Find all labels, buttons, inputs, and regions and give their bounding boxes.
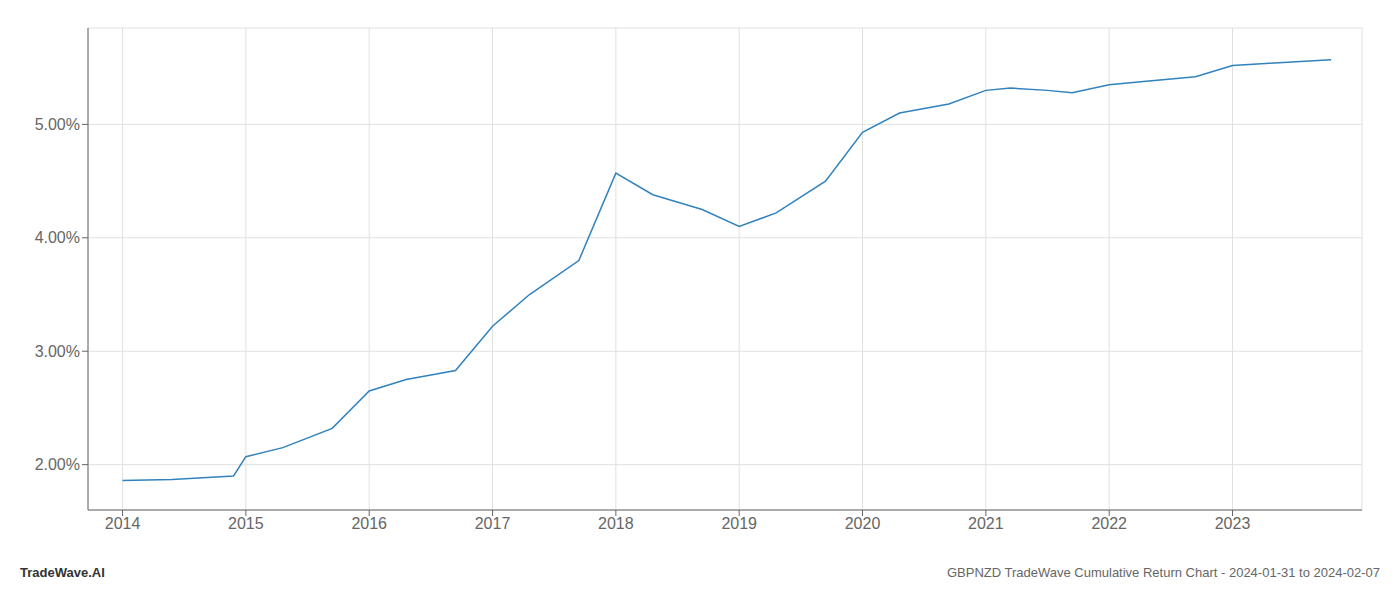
svg-text:5.00%: 5.00% xyxy=(35,116,80,133)
svg-text:2022: 2022 xyxy=(1091,515,1127,532)
svg-text:2018: 2018 xyxy=(598,515,634,532)
svg-text:2021: 2021 xyxy=(968,515,1004,532)
svg-text:2020: 2020 xyxy=(845,515,881,532)
svg-text:3.00%: 3.00% xyxy=(35,343,80,360)
svg-text:2.00%: 2.00% xyxy=(35,456,80,473)
html-text:GBPNZD TradeWave Cumulative Re: GBPNZD TradeWave Cumulative Return Chart… xyxy=(946,564,1380,580)
svg-text:2016: 2016 xyxy=(351,515,387,532)
html-text:TradeWave.AI: TradeWave.AI xyxy=(20,564,105,580)
svg-text:2017: 2017 xyxy=(475,515,511,532)
svg-text:2023: 2023 xyxy=(1215,515,1251,532)
svg-text:2014: 2014 xyxy=(105,515,141,532)
svg-text:2015: 2015 xyxy=(228,515,264,532)
svg-text:2019: 2019 xyxy=(721,515,757,532)
svg-text:4.00%: 4.00% xyxy=(35,229,80,246)
